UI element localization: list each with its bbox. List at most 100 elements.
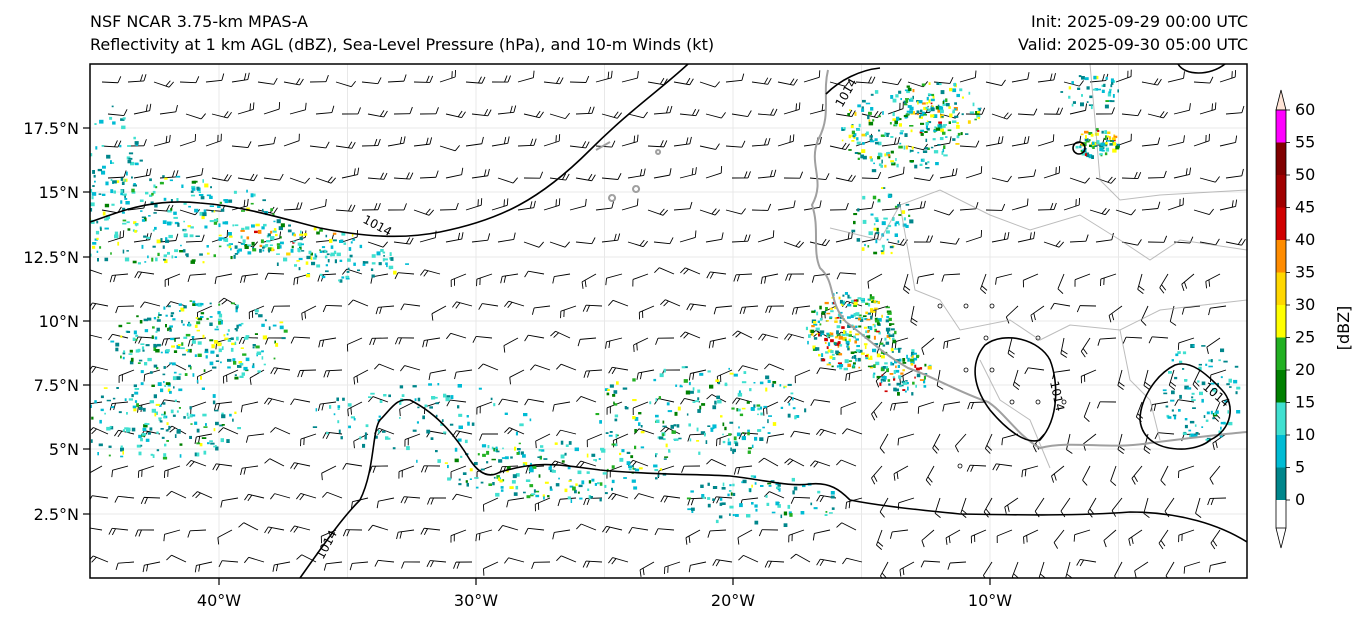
wind-barb (401, 561, 421, 569)
colorbar-swatch (1276, 337, 1286, 370)
reflectivity-cell (174, 399, 177, 402)
reflectivity-cell (938, 83, 942, 86)
reflectivity-cell (891, 351, 894, 353)
reflectivity-cell (853, 355, 857, 359)
wind-barb (1173, 103, 1191, 115)
reflectivity-cell (825, 307, 828, 311)
reflectivity-cell (586, 453, 589, 458)
wind-barb (907, 143, 928, 151)
colorbar-tick-label: 25 (1295, 328, 1315, 347)
reflectivity-cell (1084, 130, 1089, 134)
reflectivity-cell (675, 438, 679, 441)
reflectivity-cell (912, 95, 914, 99)
reflectivity-cell (260, 239, 264, 244)
wind-barb (601, 111, 622, 119)
reflectivity-cell (911, 146, 914, 150)
reflectivity-cell (818, 333, 821, 337)
reflectivity-cell (707, 482, 710, 486)
wind-barb (265, 337, 285, 345)
reflectivity-cell (173, 216, 178, 219)
wind-barb (1160, 465, 1169, 486)
wind-barb (387, 136, 406, 147)
reflectivity-cell (894, 361, 898, 364)
reflectivity-cell (238, 248, 242, 252)
reflectivity-cell (728, 490, 732, 492)
wind-barb (764, 363, 785, 371)
reflectivity-cell (905, 380, 908, 382)
wind-barb (1141, 78, 1162, 86)
reflectivity-cell (118, 411, 122, 414)
reflectivity-cell (437, 459, 441, 463)
reflectivity-cell (857, 157, 860, 160)
reflectivity-cell (876, 375, 881, 379)
reflectivity-cell (132, 405, 137, 409)
reflectivity-cell (1112, 140, 1114, 143)
reflectivity-cell (1088, 104, 1093, 106)
reflectivity-cell (1094, 132, 1099, 136)
wind-barb (322, 305, 343, 313)
reflectivity-cell (278, 226, 283, 231)
reflectivity-cell (802, 485, 806, 488)
reflectivity-cell (458, 478, 461, 481)
reflectivity-cell (876, 227, 879, 232)
wind-barb (688, 561, 707, 573)
reflectivity-cell (165, 324, 167, 328)
x-axis-ticks: 40°W 30°W 20°W 10°W (197, 578, 1012, 610)
reflectivity-cell (86, 424, 88, 428)
reflectivity-cell (465, 480, 468, 483)
reflectivity-cell (886, 335, 890, 338)
reflectivity-cell (965, 133, 969, 135)
reflectivity-cell (191, 187, 196, 191)
reflectivity-cell (952, 120, 957, 123)
reflectivity-cell (115, 347, 119, 352)
reflectivity-cell (97, 452, 99, 456)
reflectivity-cell (350, 416, 355, 419)
wind-barb (483, 561, 499, 576)
reflectivity-cell (869, 135, 873, 138)
wind-barb (758, 457, 779, 467)
wind-barb (420, 527, 441, 536)
reflectivity-cell (879, 342, 884, 345)
reflectivity-cell (287, 229, 292, 233)
reflectivity-cell (946, 103, 950, 107)
reflectivity-cell (153, 184, 156, 188)
reflectivity-cell (579, 497, 583, 500)
reflectivity-cell (889, 122, 892, 125)
reflectivity-cell (178, 373, 182, 376)
reflectivity-cell (908, 214, 911, 217)
reflectivity-cell (234, 374, 237, 376)
reflectivity-cell (96, 220, 99, 224)
reflectivity-cell (240, 322, 244, 325)
wind-barb (90, 401, 103, 405)
reflectivity-cell (102, 211, 106, 216)
reflectivity-cell (889, 323, 892, 326)
reflectivity-cell (532, 465, 537, 469)
reflectivity-cell (888, 334, 893, 337)
reflectivity-cell (865, 330, 868, 334)
reflectivity-cell (218, 320, 222, 325)
wind-barb (231, 141, 252, 149)
wind-barb (270, 427, 291, 435)
reflectivity-cell (611, 443, 616, 446)
reflectivity-cell (206, 317, 209, 320)
reflectivity-cell (885, 132, 890, 135)
reflectivity-cell (1191, 399, 1196, 401)
reflectivity-cell (919, 367, 923, 370)
reflectivity-cell (905, 99, 909, 103)
reflectivity-cell (176, 376, 181, 380)
wind-barb (1225, 168, 1244, 179)
colorbar-tick-label: 60 (1295, 100, 1315, 119)
reflectivity-cell (326, 253, 330, 256)
reflectivity-cell (733, 436, 737, 441)
wind-barb (1011, 198, 1029, 211)
reflectivity-cell (913, 357, 918, 361)
reflectivity-cell (721, 502, 726, 505)
reflectivity-cell (195, 235, 200, 237)
reflectivity-cell (460, 455, 463, 458)
reflectivity-cell (730, 447, 732, 452)
reflectivity-cell (122, 193, 127, 196)
reflectivity-cell (121, 125, 126, 130)
reflectivity-cell (686, 413, 689, 416)
reflectivity-cell (707, 497, 711, 500)
reflectivity-cell (922, 150, 928, 153)
